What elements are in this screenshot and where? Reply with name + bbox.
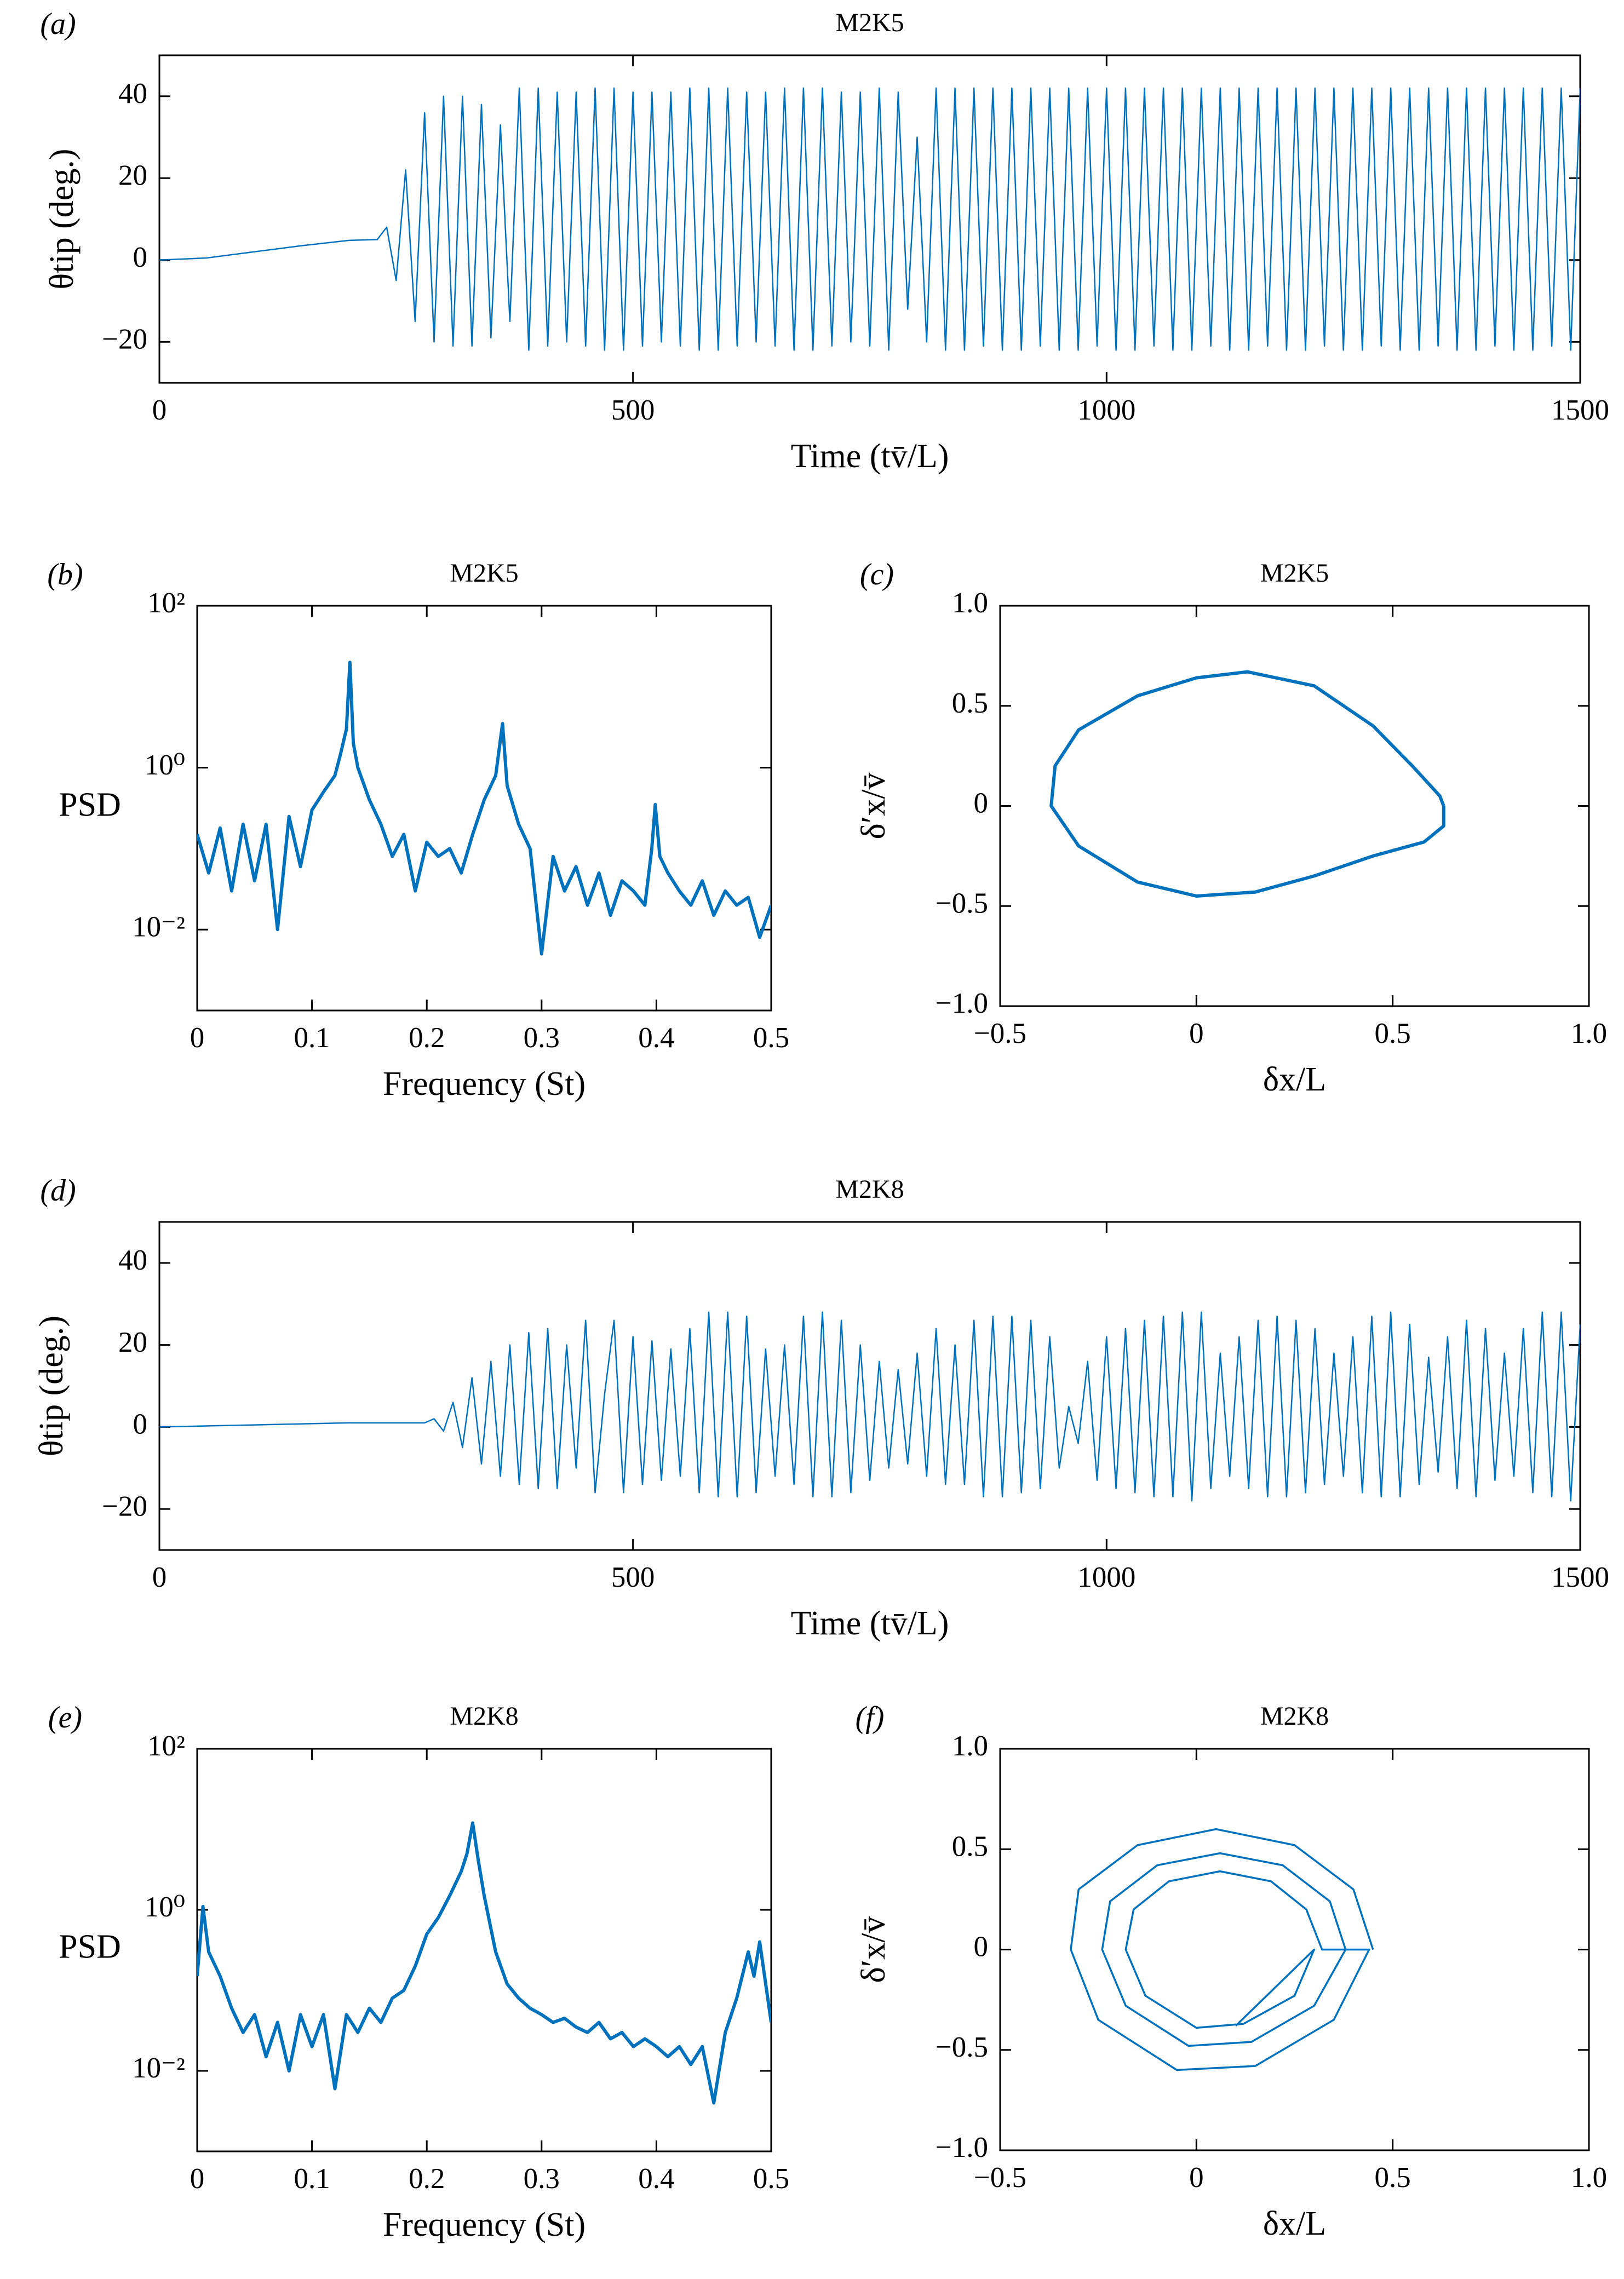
y-tick-label: 40 xyxy=(118,78,147,110)
y-tick-label: 0 xyxy=(974,1931,989,1963)
panel-label: (a) xyxy=(40,7,76,41)
y-tick-label: 0.5 xyxy=(952,1830,988,1862)
y-tick-label: 40 xyxy=(118,1244,147,1276)
x-tick-label: 1.0 xyxy=(1571,2162,1607,2194)
y-tick-label: 0 xyxy=(133,242,148,273)
x-tick-label: 500 xyxy=(611,394,655,426)
y-axis-label: PSD xyxy=(59,1928,121,1966)
y-tick-label: −20 xyxy=(102,323,147,355)
x-tick-label: 0.1 xyxy=(294,1022,330,1054)
data-line xyxy=(1070,1828,1374,2071)
x-tick-label: 0.5 xyxy=(1375,1018,1411,1049)
y-tick-label: 10² xyxy=(147,587,185,619)
x-axis-label: Time (tv̄/L) xyxy=(791,1605,949,1642)
panel-title: M2K5 xyxy=(835,8,904,37)
x-axis-label: δx/L xyxy=(1263,1061,1326,1098)
data-line xyxy=(159,87,1580,351)
panel-title: M2K8 xyxy=(450,1702,518,1731)
panel-label: (e) xyxy=(48,1701,82,1735)
plot-frame xyxy=(196,605,772,1012)
x-tick-label: 0.5 xyxy=(753,2163,789,2195)
y-axis-label: θtip (deg.) xyxy=(43,149,81,290)
x-tick-label: 0 xyxy=(1189,1018,1204,1049)
panel-title: M2K5 xyxy=(1260,559,1329,588)
x-tick-label: 1000 xyxy=(1077,394,1135,426)
data-line xyxy=(159,1311,1580,1502)
y-tick-label: 10⁻² xyxy=(132,2052,185,2084)
y-tick-label: −0.5 xyxy=(936,2031,988,2063)
y-tick-label: 20 xyxy=(118,159,147,191)
x-tick-label: 0 xyxy=(190,1022,205,1054)
y-tick-label: 0.5 xyxy=(952,687,988,719)
x-axis-label: Time (tv̄/L) xyxy=(791,438,949,475)
x-tick-label: 0 xyxy=(1189,2162,1204,2194)
plot-frame xyxy=(158,1221,1581,1551)
panel-label: (c) xyxy=(860,558,894,592)
plot-frame xyxy=(158,54,1581,384)
panel-label: (b) xyxy=(47,558,83,592)
x-tick-label: 0 xyxy=(190,2163,205,2195)
x-tick-label: 500 xyxy=(611,1562,655,1593)
x-tick-label: 1.0 xyxy=(1571,1018,1607,1049)
plot-frame xyxy=(999,605,1590,1007)
y-tick-label: 1.0 xyxy=(952,1730,988,1762)
panel-title: M2K8 xyxy=(835,1175,904,1204)
panel-title: M2K8 xyxy=(1260,1702,1329,1731)
x-tick-label: 0.5 xyxy=(753,1022,789,1054)
x-tick-label: 1000 xyxy=(1077,1562,1135,1593)
x-tick-label: 0.4 xyxy=(638,1022,674,1054)
y-tick-label: −0.5 xyxy=(936,887,988,919)
x-tick-label: 1500 xyxy=(1551,394,1609,426)
plot-frame xyxy=(196,1748,772,2152)
plot-frame xyxy=(999,1748,1590,2151)
y-tick-label: 20 xyxy=(118,1327,147,1358)
x-tick-label: 1500 xyxy=(1551,1562,1609,1593)
panel-label: (d) xyxy=(40,1174,76,1208)
x-axis-label: Frequency (St) xyxy=(383,2206,586,2243)
x-tick-label: 0.3 xyxy=(524,2163,560,2195)
y-tick-label: 10² xyxy=(147,1730,185,1762)
y-axis-label: δ′x/v̄ xyxy=(855,772,892,839)
y-tick-label: −1.0 xyxy=(936,988,988,1019)
panel-label: (f) xyxy=(856,1701,885,1735)
x-tick-label: −0.5 xyxy=(974,1018,1026,1049)
x-tick-label: 0.2 xyxy=(409,2163,445,2195)
y-tick-label: 1.0 xyxy=(952,587,988,619)
panel-title: M2K5 xyxy=(450,559,518,588)
y-tick-label: 10⁻² xyxy=(132,911,185,943)
data-line xyxy=(197,1821,771,2105)
x-axis-label: Frequency (St) xyxy=(383,1065,586,1103)
x-tick-label: 0.1 xyxy=(294,2163,330,2195)
y-axis-label: θtip (deg.) xyxy=(33,1316,70,1456)
x-axis-label: δx/L xyxy=(1263,2205,1326,2242)
x-tick-label: 0 xyxy=(152,394,167,426)
data-line xyxy=(1049,670,1445,898)
y-tick-label: 10⁰ xyxy=(145,749,185,781)
x-tick-label: 0.4 xyxy=(638,2163,674,2195)
y-tick-label: −1.0 xyxy=(936,2132,988,2163)
y-axis-label: δ′x/v̄ xyxy=(855,1916,892,1983)
y-tick-label: 10⁰ xyxy=(145,1891,185,1923)
x-tick-label: 0.3 xyxy=(524,1022,560,1054)
y-tick-label: −20 xyxy=(102,1490,147,1522)
x-tick-label: 0.2 xyxy=(409,1022,445,1054)
x-tick-label: 0 xyxy=(152,1562,167,1593)
data-line xyxy=(197,661,771,956)
x-tick-label: 0.5 xyxy=(1375,2162,1411,2194)
y-axis-label: PSD xyxy=(59,787,121,824)
x-tick-label: −0.5 xyxy=(974,2162,1026,2194)
y-tick-label: 0 xyxy=(974,788,989,819)
y-tick-label: 0 xyxy=(133,1409,148,1440)
